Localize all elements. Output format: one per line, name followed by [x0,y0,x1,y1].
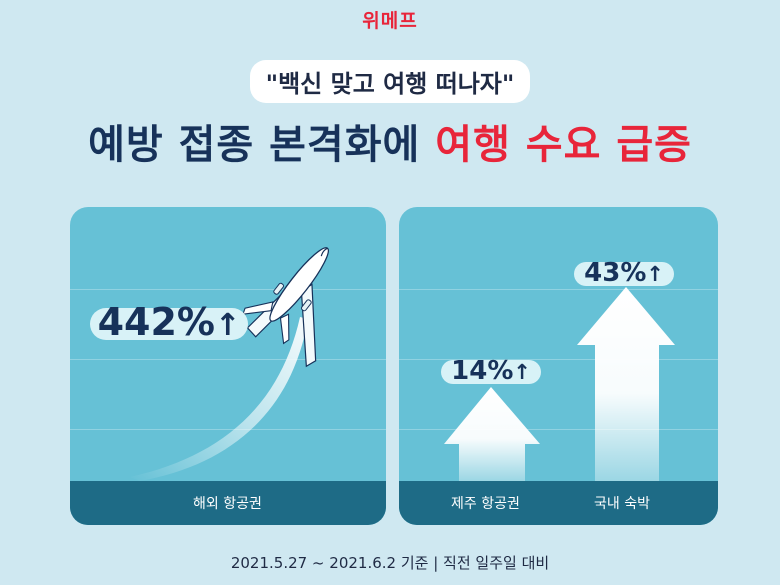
domestic-lodging-label: 국내 숙박 [594,496,650,512]
headline-part2: 여행 수요 급증 [435,122,692,168]
overseas-flights-label-band: 해외 항공권 [70,481,386,525]
overseas-flights-label: 해외 항공권 [193,496,262,512]
contrail-icon [130,317,308,481]
overseas-flights-badge: 442%↑ [90,303,248,343]
gridline [70,289,386,290]
jeju-flights-value: 14% [451,356,514,386]
jeju-flights-badge: 14%↑ [441,358,541,384]
headline-part1: 예방 접종 본격화에 [88,122,436,168]
overseas-flights-value: 442% [97,300,215,344]
quote-text: "백신 맞고 여행 떠나자" [249,60,531,103]
arrow-up-icon: ↑ [646,262,664,286]
headline: 예방 접종 본격화에 여행 수요 급증 [0,112,780,170]
gridline [399,429,718,430]
up-arrow-icon [444,287,675,481]
domestic-travel-label-band: 제주 항공권 국내 숙박 [399,481,718,525]
gridline [399,289,718,290]
arrow-up-icon: ↑ [214,308,241,343]
jeju-flights-label: 제주 항공권 [451,496,520,512]
gridline [70,429,386,430]
domestic-travel-panel: 14%↑ 43%↑ 제주 항공권 국내 숙박 [399,207,718,525]
gridline [399,359,718,360]
domestic-lodging-value: 43% [584,258,647,288]
quote-wrap: "백신 맞고 여행 떠나자" [0,60,780,103]
arrow-up-icon: ↑ [513,360,531,384]
gridline [70,359,386,360]
domestic-lodging-badge: 43%↑ [574,260,674,286]
date-note: 2021.5.27 ~ 2021.6.2 기준 | 직전 일주일 대비 [230,554,550,572]
brand-logo: 위메프 [362,10,418,32]
airplane-icon [242,247,329,368]
overseas-flights-panel: 442%↑ 해외 항공권 [70,207,386,525]
